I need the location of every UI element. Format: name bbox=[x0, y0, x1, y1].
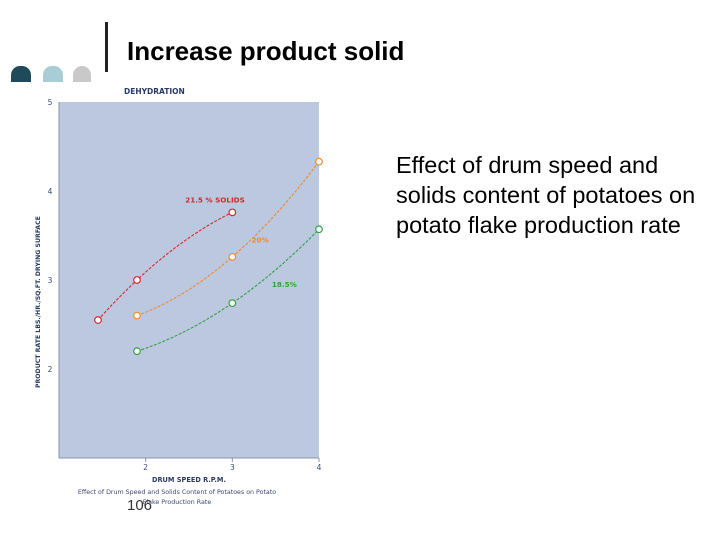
x-axis-label: DRUM SPEED R.P.M. bbox=[152, 476, 226, 484]
data-point bbox=[228, 208, 237, 217]
y-tick-label: 2 bbox=[48, 365, 53, 374]
data-point bbox=[94, 316, 102, 324]
series-label: 21.5 % SOLIDS bbox=[185, 196, 245, 205]
chart-caption-line-2: Flake Production Rate bbox=[143, 499, 212, 506]
series-label: 20% bbox=[251, 236, 268, 245]
decor-dot-gray bbox=[73, 66, 91, 82]
page-number: 106 bbox=[127, 497, 153, 514]
series-line bbox=[136, 228, 320, 352]
dehydration-chart: DEHYDRATION PRODUCT RATE LBS./HR./SQ.FT.… bbox=[35, 87, 323, 506]
slide-title: Increase product solid bbox=[127, 36, 405, 66]
chart-title: DEHYDRATION bbox=[124, 87, 185, 96]
y-tick-label: 3 bbox=[48, 276, 53, 285]
series-line bbox=[136, 161, 320, 317]
x-tick-label: 4 bbox=[317, 463, 322, 472]
series-line bbox=[97, 211, 233, 321]
title-divider bbox=[105, 22, 108, 72]
y-tick-label: 4 bbox=[48, 187, 53, 196]
plot-background bbox=[59, 102, 319, 458]
chart-caption-line-1: Effect of Drum Speed and Solids Content … bbox=[78, 489, 276, 496]
data-point bbox=[315, 225, 323, 234]
data-point bbox=[133, 276, 141, 284]
y-axis-label: PRODUCT RATE LBS./HR./SQ.FT. DRYING SURF… bbox=[35, 216, 42, 388]
data-point bbox=[228, 252, 237, 261]
x-tick-label: 2 bbox=[143, 463, 148, 472]
decor-dot-light bbox=[43, 66, 63, 82]
data-point bbox=[133, 347, 141, 356]
y-tick-label: 5 bbox=[48, 98, 53, 107]
data-point bbox=[315, 157, 323, 166]
decor-dot-dark bbox=[11, 66, 31, 82]
x-tick-label: 3 bbox=[230, 463, 235, 472]
data-point bbox=[133, 311, 141, 320]
series-label: 18.5% bbox=[272, 280, 297, 289]
data-point bbox=[228, 299, 237, 308]
slide-description: Effect of drum speed and solids content … bbox=[396, 152, 696, 238]
